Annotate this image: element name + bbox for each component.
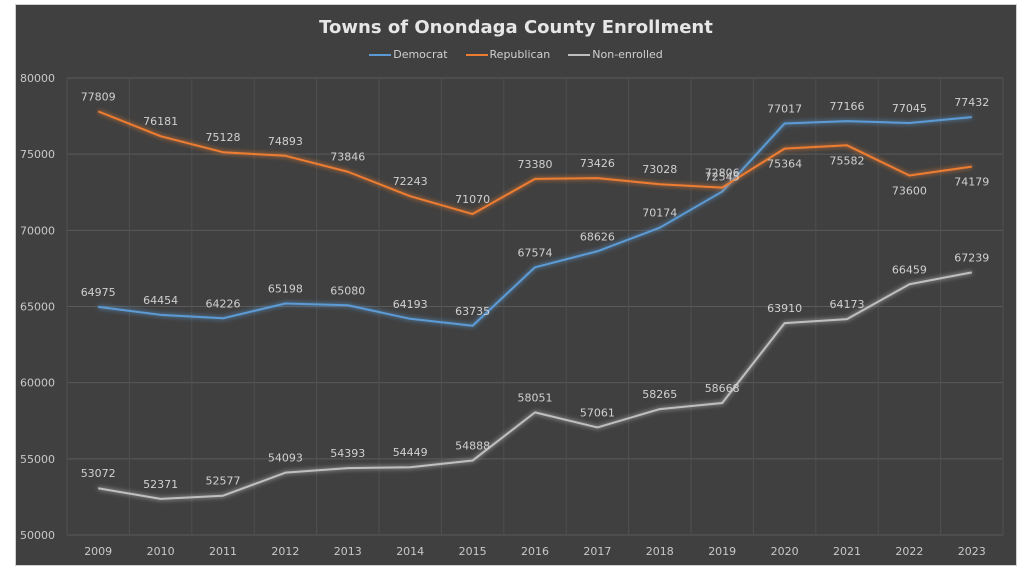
data-label-democrat: 72545: [705, 171, 740, 184]
series-line-non-enrolled: [98, 271, 972, 500]
data-label-democrat: 77166: [830, 100, 865, 113]
x-tick-label: 2020: [771, 545, 799, 558]
data-label-democrat: 68626: [580, 230, 615, 243]
data-label-republican: 73380: [518, 158, 553, 171]
data-label-democrat: 67574: [518, 246, 553, 259]
data-label-democrat: 64975: [81, 286, 116, 299]
x-tick-label: 2016: [521, 545, 549, 558]
y-tick-label: 75000: [20, 148, 55, 161]
data-label-non-enrolled: 63910: [767, 302, 802, 315]
data-label-republican: 72243: [393, 175, 428, 188]
data-label-republican: 73028: [642, 163, 677, 176]
y-tick-label: 70000: [20, 224, 55, 237]
x-tick-label: 2012: [271, 545, 299, 558]
data-label-non-enrolled: 64173: [830, 298, 865, 311]
series-line-democrat: [98, 116, 972, 327]
x-tick-label: 2021: [833, 545, 861, 558]
chart-panel: Towns of Onondaga County Enrollment Demo…: [15, 4, 1017, 566]
legend-label-democrat: Democrat: [393, 48, 448, 61]
data-label-republican: 75364: [767, 158, 802, 171]
x-tick-label: 2022: [895, 545, 923, 558]
data-label-democrat: 77045: [892, 102, 927, 115]
legend-label-republican: Republican: [489, 48, 551, 61]
x-tick-label: 2010: [147, 545, 175, 558]
data-label-democrat: 64193: [393, 298, 428, 311]
data-label-non-enrolled: 66459: [892, 263, 927, 276]
y-tick-label: 80000: [20, 72, 55, 85]
data-label-non-enrolled: 67239: [954, 251, 989, 264]
x-tick-label: 2023: [958, 545, 986, 558]
data-label-republican: 76181: [143, 115, 178, 128]
data-label-non-enrolled: 54449: [393, 446, 428, 459]
data-label-non-enrolled: 52577: [206, 475, 241, 488]
data-label-republican: 74179: [954, 176, 989, 189]
data-label-non-enrolled: 52371: [143, 478, 178, 491]
data-label-democrat: 64454: [143, 294, 178, 307]
data-label-non-enrolled: 54888: [455, 440, 490, 453]
legend-swatch-non-enrolled: [568, 53, 591, 56]
plot-area: 50000 55000 60000 65000 70000 75000 80000 2009…: [20, 72, 1004, 558]
x-tick-label: 2017: [583, 545, 611, 558]
data-label-republican: 73846: [330, 151, 365, 164]
data-label-republican: 73426: [580, 157, 615, 170]
legend-item-democrat: Democrat: [369, 48, 448, 61]
y-tick-label: 65000: [20, 301, 55, 314]
data-label-republican: 71070: [455, 193, 490, 206]
data-label-democrat: 63735: [455, 305, 490, 318]
data-label-non-enrolled: 58051: [518, 391, 553, 404]
data-label-non-enrolled: 57061: [580, 406, 615, 419]
x-tick-label: 2009: [84, 545, 112, 558]
legend-swatch-democrat: [369, 53, 392, 56]
x-tick-label: 2018: [646, 545, 674, 558]
data-label-democrat: 65080: [330, 284, 365, 297]
data-label-non-enrolled: 54393: [330, 447, 365, 460]
data-label-republican: 77809: [81, 90, 116, 103]
data-label-non-enrolled: 58668: [705, 382, 740, 395]
y-tick-label: 60000: [20, 377, 55, 390]
data-label-democrat: 77017: [767, 102, 802, 115]
legend-item-republican: Republican: [465, 48, 551, 61]
data-label-democrat: 70174: [642, 207, 677, 220]
chart-title: Towns of Onondaga County Enrollment: [319, 17, 713, 38]
x-tick-label: 2013: [334, 545, 362, 558]
data-label-non-enrolled: 54093: [268, 452, 303, 465]
data-label-non-enrolled: 58265: [642, 388, 677, 401]
legend-swatch-republican: [465, 53, 488, 56]
x-tick-label: 2014: [396, 545, 424, 558]
legend-item-non-enrolled: Non-enrolled: [568, 48, 663, 61]
data-label-republican: 75128: [206, 131, 241, 144]
x-tick-label: 2015: [459, 545, 487, 558]
data-label-democrat: 77432: [954, 96, 989, 109]
x-tick-label: 2011: [209, 545, 237, 558]
data-label-republican: 74893: [268, 135, 303, 148]
data-label-republican: 72806: [705, 167, 740, 180]
data-label-republican: 75582: [830, 154, 865, 167]
data-label-republican: 73600: [892, 184, 927, 197]
series-line-republican: [97, 110, 972, 216]
data-label-non-enrolled: 53072: [81, 467, 116, 480]
y-tick-label: 50000: [20, 529, 55, 542]
legend-label-non-enrolled: Non-enrolled: [592, 48, 663, 61]
x-tick-label: 2019: [708, 545, 736, 558]
y-tick-label: 55000: [20, 453, 55, 466]
data-label-democrat: 64226: [206, 297, 241, 310]
data-label-democrat: 65198: [268, 282, 303, 295]
legend: Democrat Republican Non-enrolled: [16, 48, 1016, 61]
